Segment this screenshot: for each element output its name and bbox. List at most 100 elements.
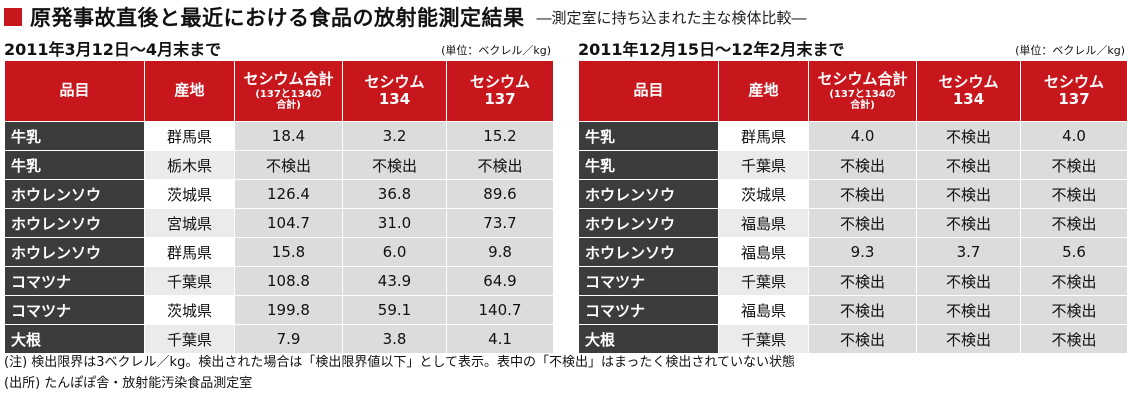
cs137-cell: 不検出 — [1020, 208, 1127, 238]
cs134-cell: 不検出 — [916, 150, 1021, 180]
total-cell: 18.4 — [234, 121, 343, 151]
item-cell: 牛乳 — [578, 150, 719, 180]
table-row: 牛乳 栃木県 不検出 不検出 不検出 — [4, 150, 554, 180]
cs137-cell: 不検出 — [1020, 324, 1127, 354]
table-row: ホウレンソウ 福島県 不検出 不検出 不検出 — [578, 208, 1127, 238]
item-cell: 大根 — [4, 324, 145, 354]
cs137-cell: 15.2 — [446, 121, 554, 151]
table-row: コマツナ 千葉県 108.8 43.9 64.9 — [4, 266, 554, 296]
col-item: 品目 — [578, 60, 719, 122]
item-cell: コマツナ — [4, 295, 145, 325]
total-cell: 4.0 — [808, 121, 917, 151]
cs137-cell: 不検出 — [1020, 150, 1127, 180]
origin-cell: 千葉県 — [144, 266, 235, 296]
cs137-cell: 73.7 — [446, 208, 554, 238]
total-cell: 104.7 — [234, 208, 343, 238]
item-cell: ホウレンソウ — [4, 237, 145, 267]
col-total: セシウム合計 (137と134の 合計) — [808, 60, 917, 122]
origin-cell: 福島県 — [718, 237, 809, 267]
table-row: コマツナ 茨城県 199.8 59.1 140.7 — [4, 295, 554, 325]
origin-cell: 福島県 — [718, 208, 809, 238]
cs137-cell: 5.6 — [1020, 237, 1127, 267]
item-cell: 牛乳 — [4, 150, 145, 180]
figure-subtitle: ―測定室に持ち込まれた主な検体比較― — [536, 8, 807, 27]
source-text: (出所) たんぽぽ舎・放射能汚染食品測定室 — [4, 376, 253, 391]
col-total: セシウム合計 (137と134の 合計) — [234, 60, 343, 122]
cs134-cell: 43.9 — [342, 266, 447, 296]
cs134-cell: 不検出 — [342, 150, 447, 180]
item-cell: 大根 — [578, 324, 719, 354]
col-origin: 産地 — [718, 60, 809, 122]
right-unit: (単位：ベクレル／kg) — [1015, 44, 1125, 57]
cs137-cell: 64.9 — [446, 266, 554, 296]
total-cell: 不検出 — [808, 295, 917, 325]
col-cs137: セシウム 137 — [1020, 60, 1127, 122]
origin-cell: 千葉県 — [144, 324, 235, 354]
cs137-cell: 89.6 — [446, 179, 554, 209]
cs134-cell: 59.1 — [342, 295, 447, 325]
left-panel: 2011年3月12日～4月末まで (単位：ベクレル／kg) 品目 産地 セシウム… — [4, 36, 554, 354]
item-cell: ホウレンソウ — [4, 179, 145, 209]
col-origin: 産地 — [144, 60, 235, 122]
cs134-cell: 31.0 — [342, 208, 447, 238]
cs134-cell: 3.7 — [916, 237, 1021, 267]
total-cell: 不検出 — [808, 150, 917, 180]
right-table: 品目 産地 セシウム合計 (137と134の 合計) セシウム 134 セシウム 137… — [578, 60, 1127, 354]
origin-cell: 群馬県 — [144, 121, 235, 151]
cs134-cell: 不検出 — [916, 121, 1021, 151]
cs137-cell: 不検出 — [446, 150, 554, 180]
item-cell: コマツナ — [578, 295, 719, 325]
cs134-cell: 不検出 — [916, 179, 1021, 209]
origin-cell: 千葉県 — [718, 150, 809, 180]
item-cell: ホウレンソウ — [578, 208, 719, 238]
origin-cell: 茨城県 — [144, 295, 235, 325]
item-cell: 牛乳 — [578, 121, 719, 151]
col-cs137: セシウム 137 — [446, 60, 554, 122]
origin-cell: 栃木県 — [144, 150, 235, 180]
cs134-cell: 36.8 — [342, 179, 447, 209]
cs137-cell: 4.1 — [446, 324, 554, 354]
table-row: ホウレンソウ 福島県 9.3 3.7 5.6 — [578, 237, 1127, 267]
table-row: コマツナ 千葉県 不検出 不検出 不検出 — [578, 266, 1127, 296]
origin-cell: 福島県 — [718, 295, 809, 325]
title-marker-icon — [4, 8, 22, 26]
table-row: 大根 千葉県 不検出 不検出 不検出 — [578, 324, 1127, 354]
cs134-cell: 不検出 — [916, 266, 1021, 296]
total-cell: 不検出 — [234, 150, 343, 180]
right-period: 2011年12月15日～12年2月末まで — [578, 40, 845, 59]
total-cell: 7.9 — [234, 324, 343, 354]
origin-cell: 千葉県 — [718, 266, 809, 296]
cs134-cell: 3.2 — [342, 121, 447, 151]
total-cell: 不検出 — [808, 324, 917, 354]
cs134-cell: 6.0 — [342, 237, 447, 267]
item-cell: コマツナ — [4, 266, 145, 296]
total-cell: 15.8 — [234, 237, 343, 267]
origin-cell: 群馬県 — [718, 121, 809, 151]
table-row: ホウレンソウ 茨城県 不検出 不検出 不検出 — [578, 179, 1127, 209]
figure-title: 原発事故直後と最近における食品の放射能測定結果 — [30, 6, 525, 30]
cs137-cell: 不検出 — [1020, 295, 1127, 325]
table-row: ホウレンソウ 宮城県 104.7 31.0 73.7 — [4, 208, 554, 238]
origin-cell: 茨城県 — [144, 179, 235, 209]
cs137-cell: 9.8 — [446, 237, 554, 267]
cs137-cell: 140.7 — [446, 295, 554, 325]
table-row: ホウレンソウ 茨城県 126.4 36.8 89.6 — [4, 179, 554, 209]
table-row: 牛乳 群馬県 4.0 不検出 4.0 — [578, 121, 1127, 151]
total-cell: 9.3 — [808, 237, 917, 267]
footnotes: (注) 検出限界は3ベクレル／kg。検出された場合は「検出限界値以下」として表示… — [4, 352, 795, 394]
origin-cell: 千葉県 — [718, 324, 809, 354]
cs134-cell: 不検出 — [916, 208, 1021, 238]
col-item: 品目 — [4, 60, 145, 122]
item-cell: 牛乳 — [4, 121, 145, 151]
origin-cell: 宮城県 — [144, 208, 235, 238]
total-cell: 126.4 — [234, 179, 343, 209]
cs137-cell: 不検出 — [1020, 266, 1127, 296]
cs134-cell: 3.8 — [342, 324, 447, 354]
total-cell: 108.8 — [234, 266, 343, 296]
total-cell: 不検出 — [808, 266, 917, 296]
table-row: ホウレンソウ 群馬県 15.8 6.0 9.8 — [4, 237, 554, 267]
left-unit: (単位：ベクレル／kg) — [441, 44, 551, 57]
item-cell: ホウレンソウ — [578, 237, 719, 267]
cs137-cell: 不検出 — [1020, 179, 1127, 209]
table-row: 大根 千葉県 7.9 3.8 4.1 — [4, 324, 554, 354]
